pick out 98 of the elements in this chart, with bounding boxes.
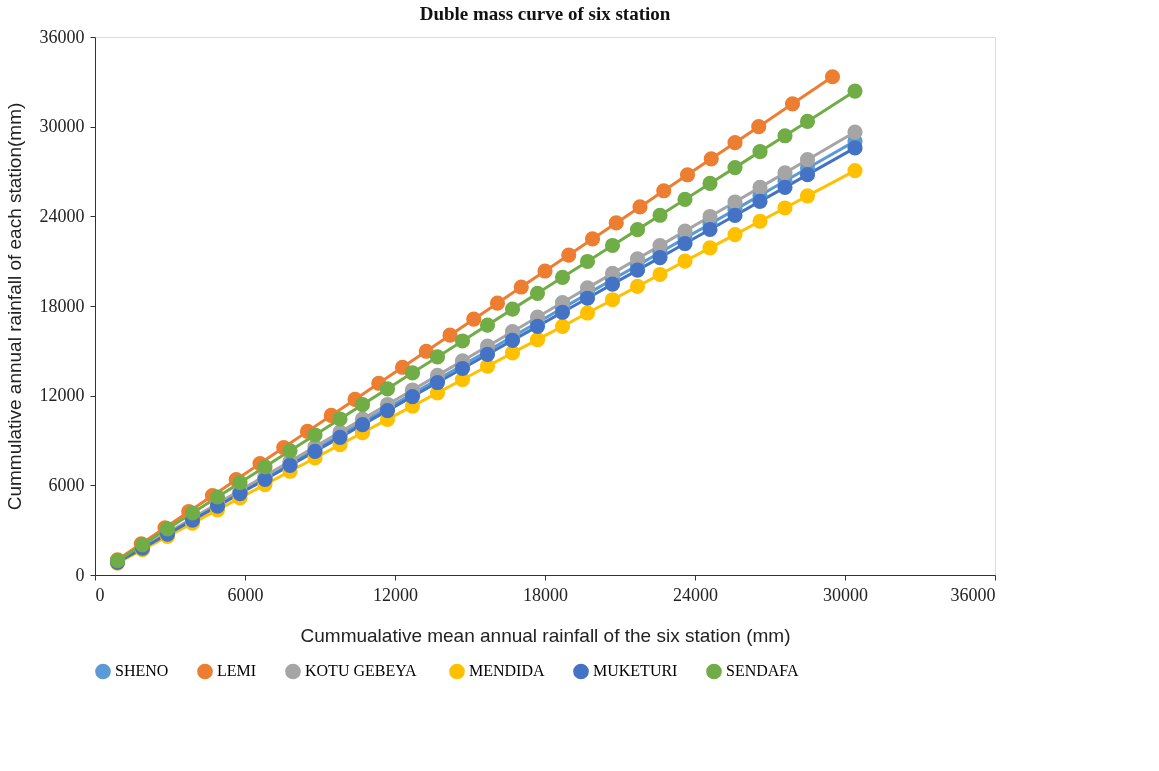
point: [702, 240, 718, 256]
point: [454, 360, 471, 377]
point: [404, 365, 421, 381]
legend-label: MENDIDA: [469, 662, 545, 680]
point: [629, 262, 646, 278]
point: [584, 231, 601, 247]
point: [702, 221, 718, 238]
y-tick-label: 36000: [39, 26, 85, 47]
point: [847, 163, 863, 179]
point: [554, 318, 571, 334]
point: [442, 327, 458, 343]
point: [209, 489, 226, 505]
point: [799, 152, 816, 168]
point: [332, 411, 348, 427]
point: [677, 191, 693, 208]
point: [529, 285, 546, 301]
point: [679, 167, 696, 183]
point: [752, 179, 768, 195]
point: [847, 124, 863, 140]
point: [489, 295, 506, 311]
point: [752, 213, 768, 229]
point: [418, 343, 434, 359]
point: [184, 505, 201, 521]
point: [799, 113, 816, 129]
point: [777, 165, 793, 181]
point: [847, 140, 863, 156]
point: [752, 193, 768, 209]
point: [727, 135, 743, 151]
y-tick-label: 30000: [39, 116, 85, 137]
x-tick-label: 0: [95, 584, 105, 605]
point: [703, 151, 719, 167]
y-tick-label: 24000: [39, 205, 85, 226]
point: [677, 235, 693, 252]
legend-label: SHENO: [115, 662, 169, 680]
point: [232, 475, 248, 491]
legend-label: SENDAFA: [726, 662, 800, 680]
point: [677, 253, 693, 269]
point: [629, 222, 646, 238]
point: [652, 207, 668, 223]
point: [604, 237, 621, 254]
point: [307, 427, 323, 443]
point: [354, 397, 371, 413]
point: [537, 263, 553, 279]
y-tick-label: 6000: [48, 474, 85, 495]
point: [282, 443, 298, 459]
point: [579, 305, 596, 321]
point: [529, 332, 546, 348]
x-axis-title: Cummualative mean annual rainfall of the six station (mm): [300, 624, 791, 646]
point: [479, 317, 496, 333]
point: [799, 188, 816, 204]
point: [429, 349, 446, 365]
point: [604, 292, 621, 308]
legend-label: LEMI: [217, 662, 257, 680]
point: [466, 311, 482, 327]
x-tick-label: 12000: [373, 584, 418, 605]
chart-title: Duble mass curve of six station: [419, 3, 671, 24]
point: [554, 269, 571, 285]
point: [727, 160, 743, 176]
point: [799, 167, 816, 183]
point: [504, 301, 521, 317]
x-tick-label: 18000: [523, 584, 568, 605]
point: [561, 247, 577, 263]
point: [608, 215, 624, 231]
point: [579, 253, 596, 270]
point: [847, 83, 863, 99]
point: [579, 290, 596, 306]
x-tick-label: 30000: [823, 584, 868, 605]
legend-label: KOTU GEBEYA: [305, 662, 417, 680]
point: [632, 199, 648, 215]
point: [752, 144, 768, 160]
y-tick-label: 0: [75, 564, 85, 585]
legend-label: MUKETURI: [593, 662, 678, 680]
point: [652, 266, 668, 283]
y-axis-title: Cummulative annual rainfall of each station(mm): [3, 102, 25, 511]
x-tick-label: 6000: [227, 584, 264, 605]
x-tick-label: 36000: [950, 584, 996, 605]
point: [727, 207, 743, 223]
point: [777, 128, 793, 144]
y-tick-label: 12000: [39, 385, 85, 406]
point: [751, 119, 767, 135]
point: [529, 318, 546, 334]
point: [554, 304, 571, 320]
point: [379, 381, 396, 397]
point: [454, 333, 471, 349]
point: [777, 200, 793, 216]
point: [629, 278, 646, 294]
x-tick-label: 24000: [673, 584, 718, 605]
point: [824, 69, 841, 85]
y-tick-label: 18000: [39, 295, 85, 316]
point: [702, 208, 718, 225]
point: [513, 279, 529, 295]
point: [727, 227, 743, 243]
point: [784, 96, 801, 112]
point: [604, 276, 621, 292]
point: [702, 175, 718, 192]
point: [656, 183, 672, 199]
point: [777, 179, 793, 195]
point: [727, 194, 743, 210]
